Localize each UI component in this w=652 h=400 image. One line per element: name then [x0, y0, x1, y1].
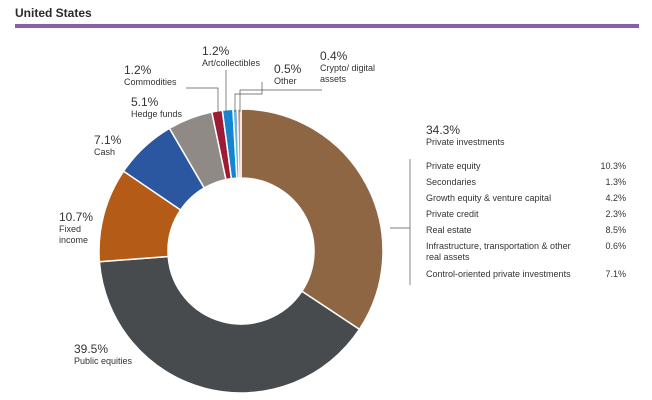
breakdown-row: Private credit 2.3% — [426, 209, 626, 219]
breakdown-row: Growth equity & venture capital 4.2% — [426, 193, 626, 203]
breakdown-row: Real estate 8.5% — [426, 225, 626, 235]
breakdown-row: Private equity 10.3% — [426, 161, 626, 171]
label-crypto: 0.4% Crypto/ digital assets — [320, 49, 376, 84]
breakdown-row: Infrastructure, transportation & other r… — [426, 241, 626, 262]
breakdown-bracket — [390, 159, 411, 285]
leader-crypto — [239, 89, 322, 112]
label-hedge-funds: 5.1% Hedge funds — [131, 95, 183, 119]
label-cash: 7.1% Cash — [94, 133, 122, 157]
page-title: United States — [15, 6, 92, 20]
slice-private-investments — [240, 108, 384, 331]
breakdown-row: Control-oriented private investments 7.1… — [426, 269, 626, 279]
label-private-investments: 34.3% Private investments — [426, 123, 505, 147]
label-other: 0.5% Other — [274, 62, 302, 86]
label-art-collectibles: 1.2% Art/collectibles — [202, 44, 261, 68]
leader-other — [234, 82, 263, 112]
leader-commodities — [186, 87, 219, 112]
title-rule — [15, 24, 639, 28]
private-investments-breakdown: Private equity 10.3% Secondaries 1.3% Gr… — [426, 161, 626, 285]
label-public-equities: 39.5% Public equities — [74, 342, 133, 366]
slice-crypto-digital-assets — [236, 108, 242, 179]
label-commodities: 1.2% Commodities — [124, 63, 177, 87]
label-fixed-income: 10.7% Fixed income — [59, 210, 94, 245]
breakdown-row: Secondaries 1.3% — [426, 177, 626, 187]
slice-public-equities — [98, 255, 361, 394]
